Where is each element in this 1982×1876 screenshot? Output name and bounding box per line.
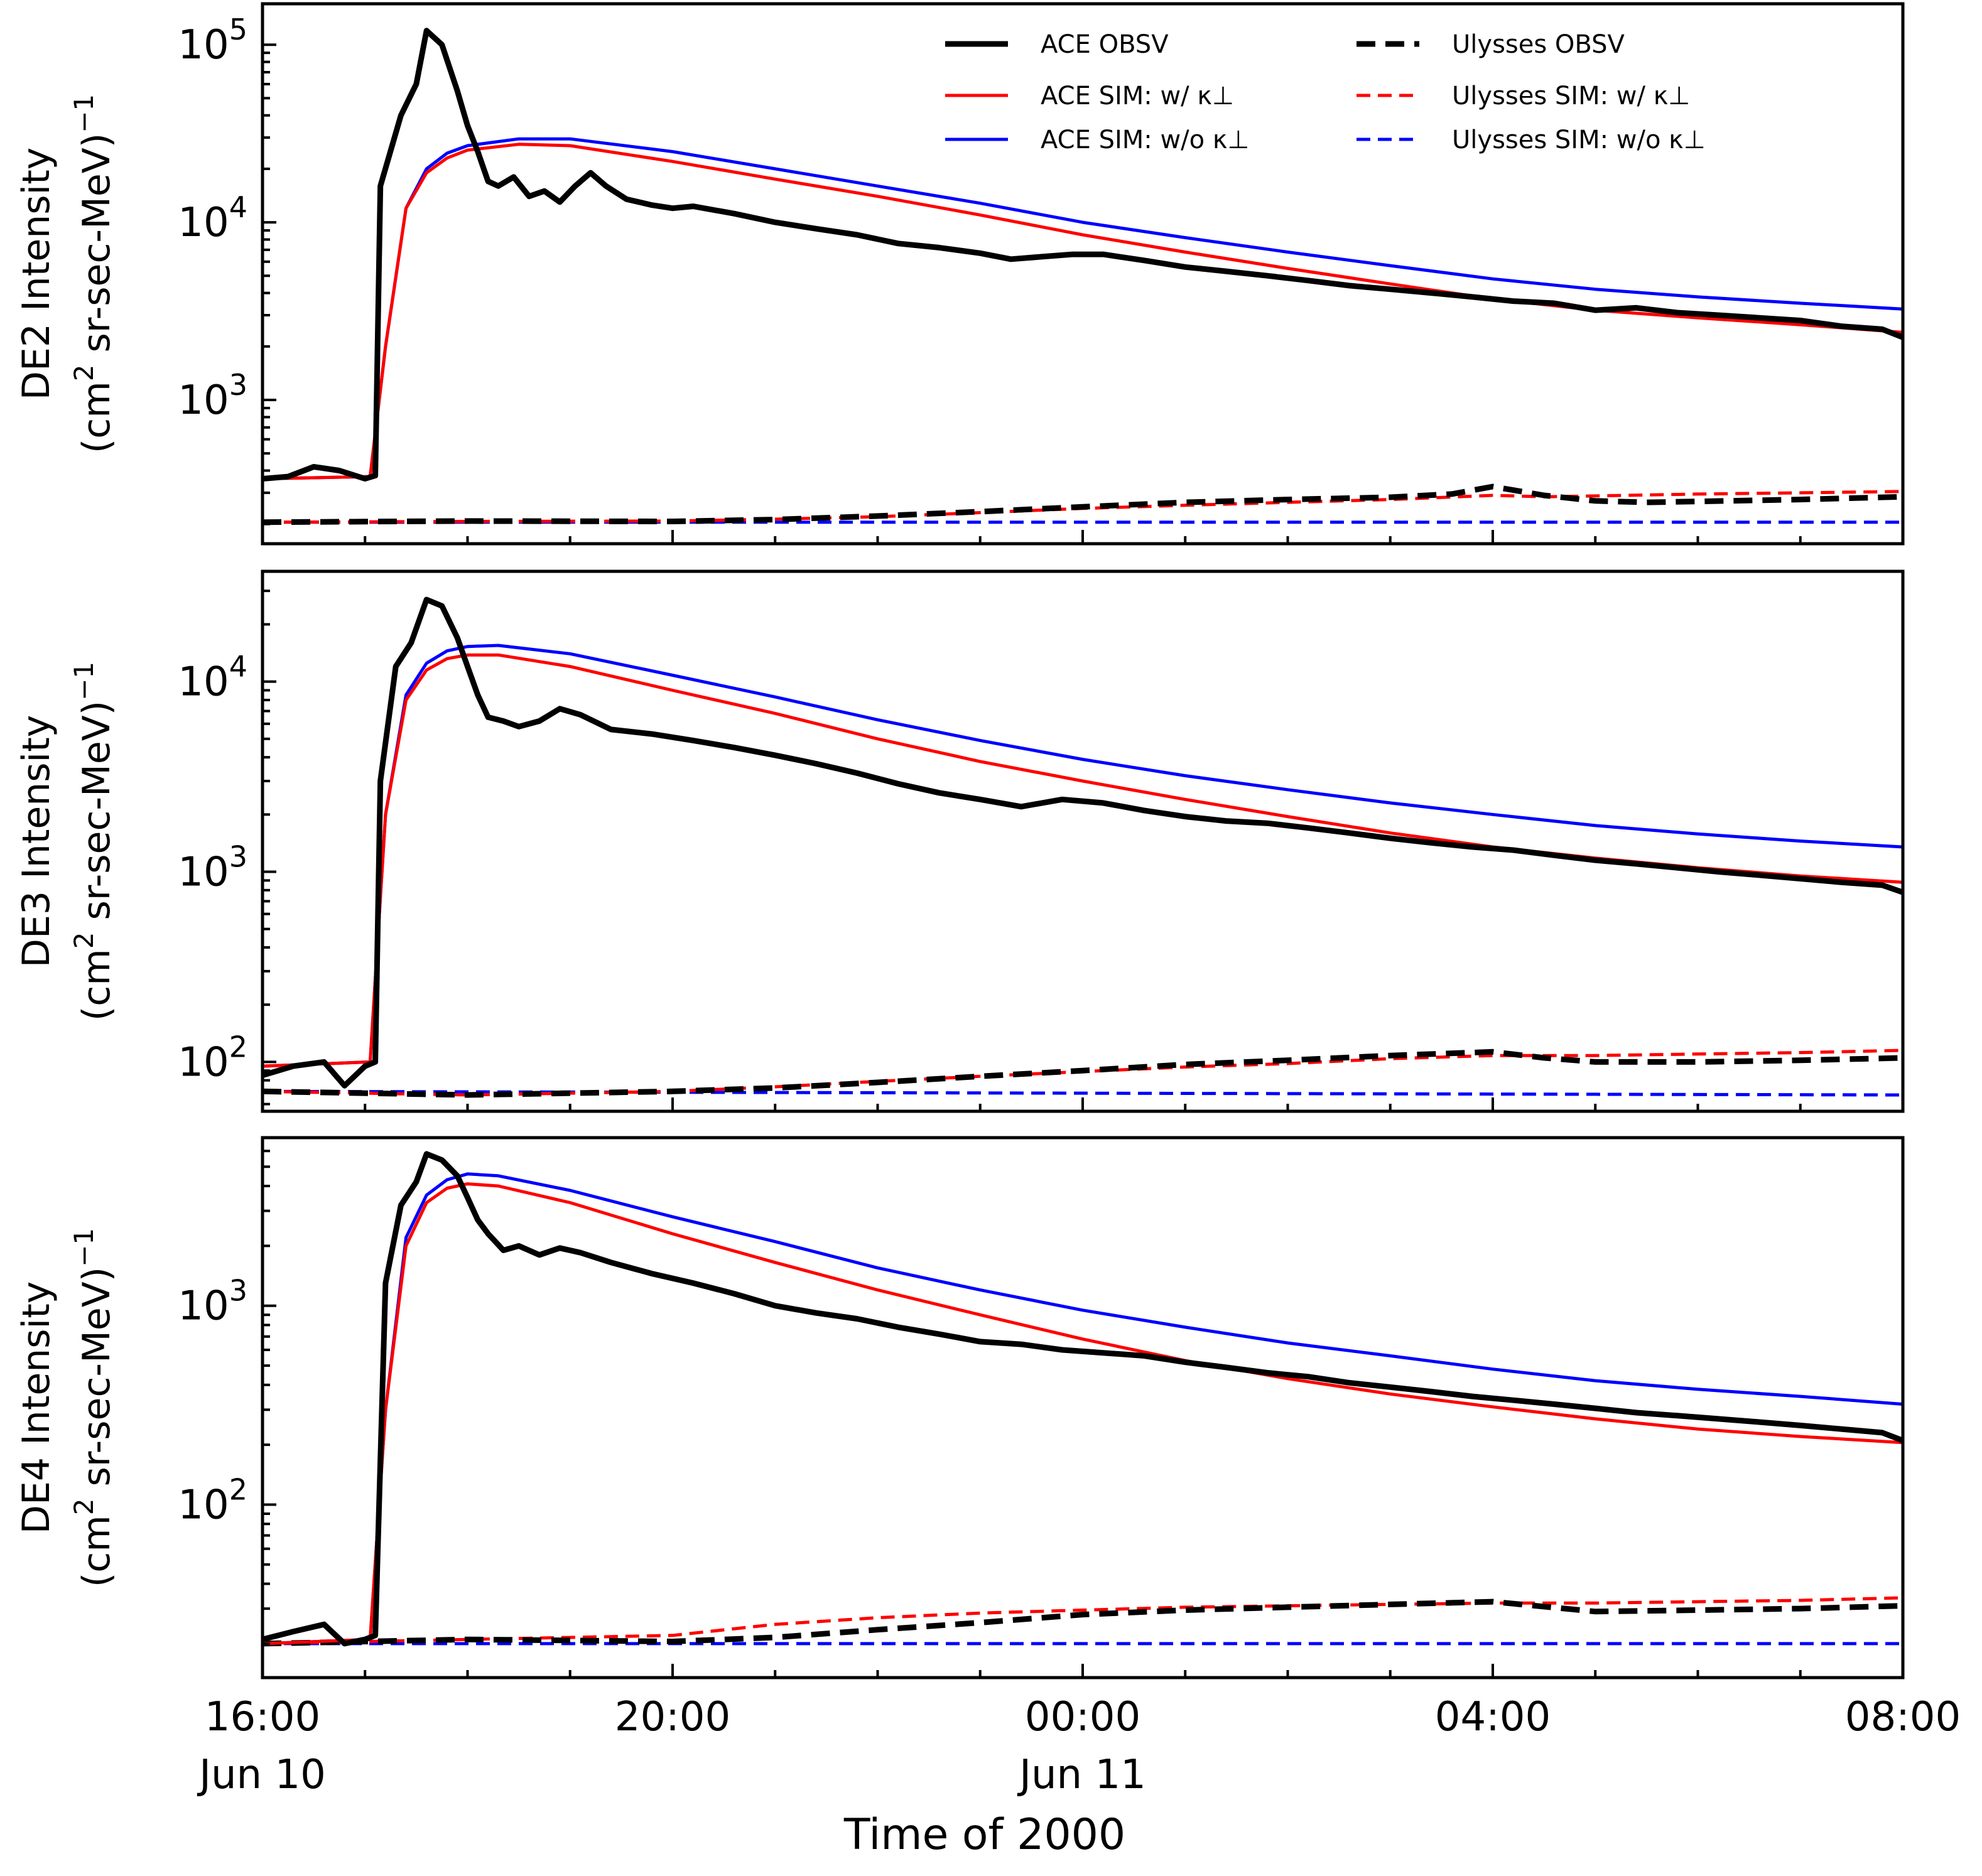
series-ace-obsv-de2 [263, 28, 1903, 482]
y-axis-label-line2: (cm2 sr-sec-MeV)−1 [68, 662, 119, 1021]
series-ulysses-sim-wo-de3 [263, 1089, 1903, 1097]
axes-frame-de4 [261, 1136, 1905, 1679]
x-axis-label: Time of 2000 [843, 1810, 1125, 1860]
x-tick-label-date: Jun 11 [1017, 1752, 1146, 1798]
series-ace-sim-wo-de4 [263, 1172, 1903, 1646]
y-tick-label: 105 [178, 13, 247, 68]
x-tick-label-time: 04:00 [1435, 1694, 1551, 1740]
series-ace-obsv-de3 [263, 596, 1903, 1089]
legend: ACE OBSV Ulysses OBSV ACE SIM: w/ κ⊥ Ulysse… [945, 30, 1706, 154]
series-ace-obsv-de4 [263, 1151, 1903, 1647]
series-ulysses-obsv-de4 [263, 1598, 1903, 1647]
y-tick-label: 103 [178, 368, 247, 424]
axes-frame-de3 [261, 569, 1905, 1113]
y-axis-label-line2: (cm2 sr-sec-MeV)−1 [68, 94, 119, 453]
legend-label-ace-sim-w: ACE SIM: w/ κ⊥ [1041, 82, 1234, 111]
y-tick-label: 102 [178, 1030, 247, 1086]
y-tick-label: 103 [178, 839, 247, 895]
series-group [263, 596, 1903, 1098]
series-ulysses-obsv-de3 [263, 1049, 1903, 1098]
legend-label-ulysses-sim-w: Ulysses SIM: w/ κ⊥ [1452, 82, 1690, 111]
legend-label-ace-obsv: ACE OBSV [1041, 30, 1169, 59]
series-ace-sim-w-de3 [263, 653, 1903, 1068]
panel-de3: 102 103 104 DE3 Intensity(cm2 sr-sec-MeV)−1 [14, 569, 1905, 1113]
y-axis-label-line1: DE2 Intensity [14, 148, 58, 401]
x-tick-label-time: 00:00 [1025, 1694, 1140, 1740]
y-tick-label: 103 [178, 1274, 247, 1330]
y-tick-label: 104 [178, 650, 247, 706]
x-tick-label-time: 08:00 [1845, 1694, 1961, 1740]
y-tick-label: 104 [178, 190, 247, 246]
series-ulysses-obsv-de2 [263, 483, 1903, 526]
series-group [263, 28, 1903, 526]
legend-label-ulysses-sim-wo: Ulysses SIM: w/o κ⊥ [1452, 126, 1706, 154]
x-tick-label-time: 20:00 [615, 1694, 730, 1740]
y-axis-label-line1: DE3 Intensity [14, 715, 58, 968]
panel-de4: 102 103 DE4 Intensity(cm2 sr-sec-MeV)−1 [14, 1136, 1905, 1679]
series-ulysses-sim-w-de4 [263, 1596, 1903, 1646]
legend-label-ace-sim-wo: ACE SIM: w/o κ⊥ [1041, 126, 1249, 154]
panel-de2: 103 104 105 DE2 Intensity(cm2 sr-sec-MeV)−1 [14, 2, 1905, 546]
y-tick-label: 102 [178, 1473, 247, 1529]
y-axis-label-line1: DE4 Intensity [14, 1281, 58, 1534]
series-group [263, 1151, 1903, 1647]
y-axis-label-line2: (cm2 sr-sec-MeV)−1 [68, 1228, 119, 1587]
x-tick-label-date: Jun 10 [197, 1752, 326, 1798]
x-tick-label-time: 16:00 [205, 1694, 320, 1740]
legend-label-ulysses-obsv: Ulysses OBSV [1452, 30, 1625, 59]
series-ulysses-sim-w-de2 [263, 490, 1903, 524]
series-ace-sim-w-de4 [263, 1182, 1903, 1646]
series-ace-sim-wo-de3 [263, 644, 1903, 1068]
x-axis-tick-labels: 16:00 Jun 10 20:00 00:00 Jun 11 04:00 08:00 [197, 1694, 1961, 1798]
series-ulysses-sim-w-de3 [263, 1049, 1903, 1097]
